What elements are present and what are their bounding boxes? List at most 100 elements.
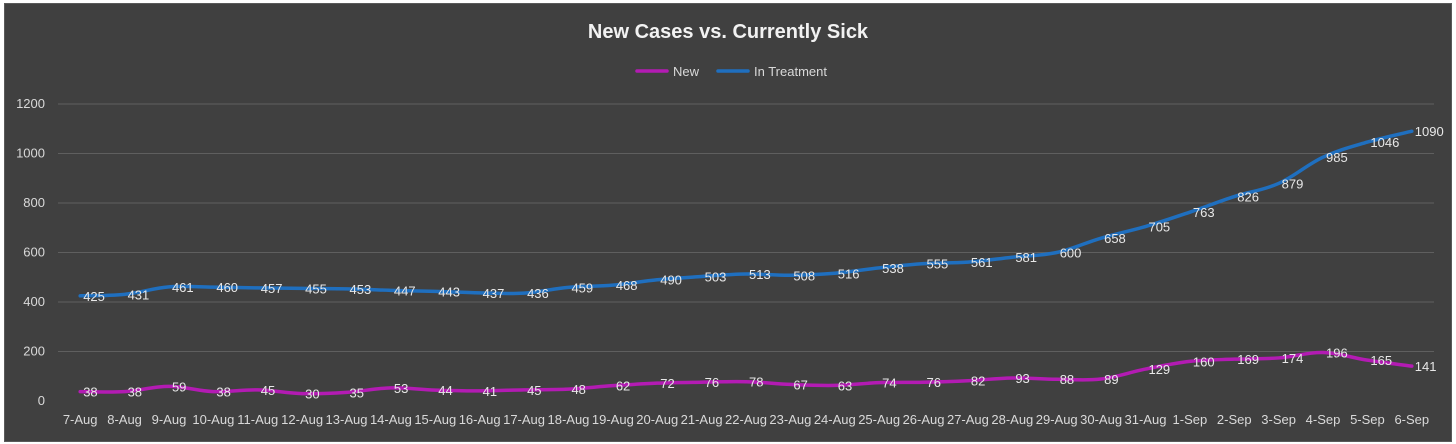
- data-label: 63: [838, 378, 852, 393]
- legend-label: New: [673, 64, 700, 79]
- y-tick-label: 400: [23, 294, 45, 309]
- data-label: 453: [350, 282, 372, 297]
- gridlines: [58, 103, 1434, 352]
- data-label: 600: [1060, 246, 1082, 261]
- data-label: 59: [172, 379, 186, 394]
- data-label: 1046: [1370, 135, 1399, 150]
- x-axis-ticks: 7-Aug 8-Aug 9-Aug 10-Aug 11-Aug 12-Aug 13-Aug 1…: [63, 412, 1429, 427]
- series-line-new: [78, 350, 1414, 396]
- data-label: 82: [971, 374, 985, 389]
- data-label: 67: [793, 377, 807, 392]
- data-label: 457: [261, 281, 283, 296]
- y-tick-label: 0: [38, 393, 45, 408]
- data-label: 431: [128, 287, 150, 302]
- x-tick-label: 17-Aug: [503, 412, 545, 427]
- data-label: 53: [394, 381, 408, 396]
- data-label: 826: [1237, 190, 1259, 205]
- x-tick-label: 11-Aug: [237, 412, 278, 427]
- x-tick-label: 31-Aug: [1125, 412, 1167, 427]
- x-tick-label: 25-Aug: [858, 412, 900, 427]
- data-label: 503: [705, 270, 727, 285]
- x-tick-label: 21-Aug: [681, 412, 723, 427]
- data-label: 44: [438, 383, 452, 398]
- data-label: 437: [483, 286, 505, 301]
- x-tick-label: 30-Aug: [1080, 412, 1122, 427]
- data-label: 561: [971, 255, 993, 270]
- data-label: 45: [261, 383, 275, 398]
- data-label: 41: [483, 384, 497, 399]
- data-label: 705: [1148, 220, 1170, 235]
- line-chart: New Cases vs. Currently Sick New In Treat…: [16, 21, 1444, 427]
- data-label: 72: [660, 376, 674, 391]
- data-label: 38: [128, 385, 142, 400]
- y-tick-label: 600: [23, 245, 45, 260]
- data-label: 93: [1015, 371, 1029, 386]
- data-label: 76: [927, 375, 941, 390]
- x-tick-label: 14-Aug: [370, 412, 412, 427]
- data-label: 516: [838, 266, 860, 281]
- data-label: 658: [1104, 231, 1126, 246]
- data-label: 425: [83, 289, 105, 304]
- data-label: 985: [1326, 150, 1348, 165]
- data-label: 174: [1282, 351, 1304, 366]
- data-label: 74: [882, 376, 896, 391]
- data-label: 48: [571, 382, 585, 397]
- x-tick-label: 13-Aug: [326, 412, 368, 427]
- data-label: 468: [616, 278, 638, 293]
- data-label: 45: [527, 383, 541, 398]
- x-tick-label: 26-Aug: [903, 412, 945, 427]
- y-tick-label: 1200: [16, 96, 45, 111]
- data-label: 165: [1370, 353, 1392, 368]
- x-tick-label: 3-Sep: [1261, 412, 1296, 427]
- data-label: 460: [216, 280, 238, 295]
- x-tick-label: 19-Aug: [592, 412, 634, 427]
- chart-area[interactable]: New Cases vs. Currently Sick New In Treat…: [4, 3, 1452, 442]
- x-tick-label: 1-Sep: [1173, 412, 1208, 427]
- data-label: 129: [1148, 362, 1170, 377]
- data-label: 78: [749, 375, 763, 390]
- x-tick-label: 7-Aug: [63, 412, 98, 427]
- data-label: 89: [1104, 372, 1118, 387]
- x-tick-label: 8-Aug: [107, 412, 142, 427]
- data-label: 196: [1326, 345, 1348, 360]
- x-tick-label: 29-Aug: [1036, 412, 1078, 427]
- data-label: 436: [527, 286, 549, 301]
- x-tick-label: 23-Aug: [769, 412, 811, 427]
- x-tick-label: 10-Aug: [192, 412, 234, 427]
- x-tick-label: 5-Sep: [1350, 412, 1385, 427]
- x-tick-label: 4-Sep: [1306, 412, 1341, 427]
- data-label: 455: [305, 281, 327, 296]
- legend: New In Treatment: [635, 64, 827, 79]
- data-label: 30: [305, 387, 319, 402]
- data-label: 141: [1415, 359, 1437, 374]
- data-label: 88: [1060, 372, 1074, 387]
- x-tick-label: 16-Aug: [459, 412, 501, 427]
- x-tick-label: 28-Aug: [991, 412, 1033, 427]
- data-label: 38: [216, 385, 230, 400]
- x-tick-label: 27-Aug: [947, 412, 989, 427]
- data-label: 508: [793, 268, 815, 283]
- x-tick-label: 2-Sep: [1217, 412, 1252, 427]
- x-tick-label: 15-Aug: [414, 412, 456, 427]
- y-axis-ticks: 0 200 400 600 800 1000 1200: [16, 96, 45, 408]
- data-label: 459: [571, 280, 593, 295]
- data-label: 555: [927, 257, 949, 272]
- data-label: 62: [616, 379, 630, 394]
- data-label: 763: [1193, 205, 1215, 220]
- data-label: 76: [705, 375, 719, 390]
- data-label: 447: [394, 283, 416, 298]
- data-label: 461: [172, 280, 194, 295]
- legend-label: In Treatment: [754, 64, 827, 79]
- data-label: 513: [749, 267, 771, 282]
- data-label: 160: [1193, 354, 1215, 369]
- data-labels: 38 38 59 38 45 30 35 53 44 41 45 48 62 72 76 78 67 63 74 76…: [83, 124, 1444, 401]
- data-label: 35: [350, 385, 364, 400]
- x-tick-label: 24-Aug: [814, 412, 856, 427]
- data-label: 443: [438, 284, 460, 299]
- y-tick-label: 1000: [16, 146, 45, 161]
- y-tick-label: 800: [23, 195, 45, 210]
- data-label: 538: [882, 261, 904, 276]
- y-tick-label: 200: [23, 344, 45, 359]
- data-label: 1090: [1415, 124, 1444, 139]
